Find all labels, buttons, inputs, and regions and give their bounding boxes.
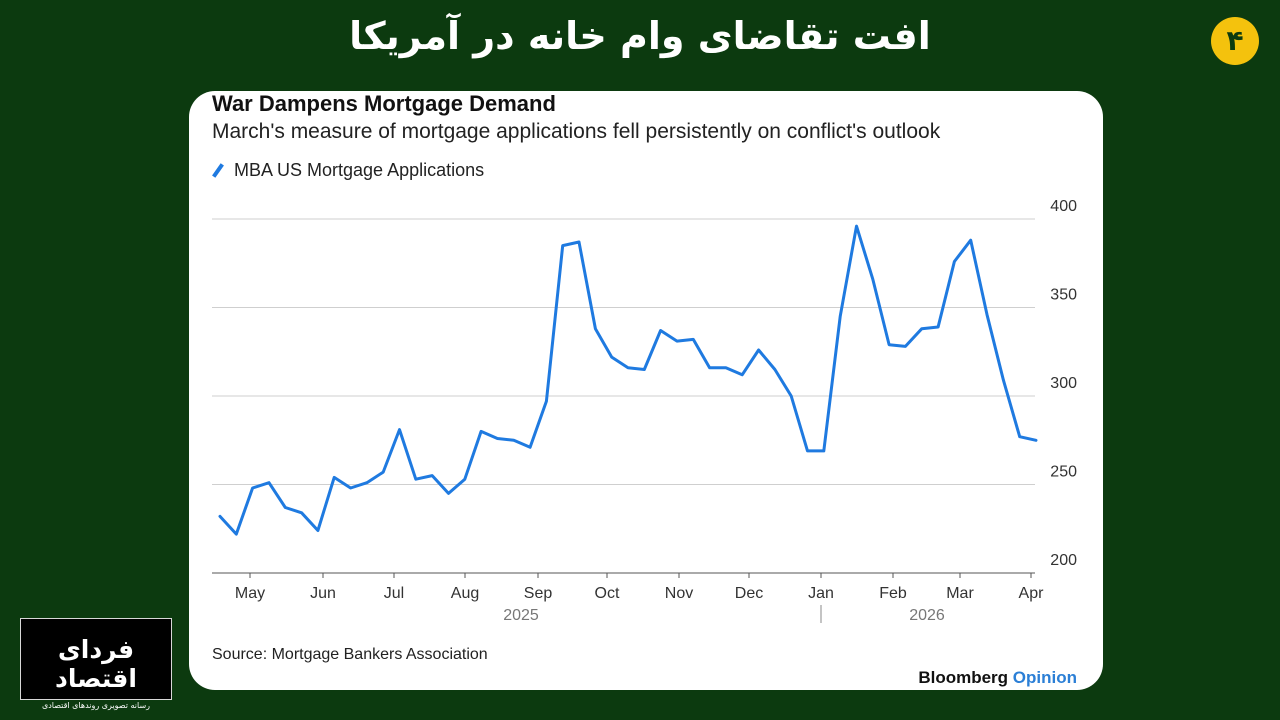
x-tick-label: Dec xyxy=(735,585,763,602)
x-tick-label: Sep xyxy=(524,585,553,602)
x-tick-label: May xyxy=(235,585,265,602)
logo-tagline: رسانه تصویری روندهای اقتصادی xyxy=(41,701,151,710)
slide-number-badge: ۴ xyxy=(1211,17,1259,65)
brand-name: Bloomberg xyxy=(918,668,1009,687)
chart-subtitle: March's measure of mortgage applications… xyxy=(212,120,941,143)
x-tick-label: Jun xyxy=(310,585,336,602)
legend-line-icon xyxy=(212,163,224,178)
source-note: Source: Mortgage Bankers Association xyxy=(212,646,488,663)
brand-accent: Opinion xyxy=(1012,668,1077,687)
x-tick-label: Jan xyxy=(808,585,834,602)
x-tick-label: Aug xyxy=(451,585,479,602)
brand-logo: Bloomberg Opinion xyxy=(918,668,1077,688)
year-label: 2026 xyxy=(909,607,945,624)
chart-legend: MBA US Mortgage Applications xyxy=(212,160,484,181)
x-tick-label: Apr xyxy=(1019,585,1045,602)
x-tick-label: Feb xyxy=(879,585,907,602)
chart-card: 200 250 300 350 400 May Jun Jul Aug Sep Oct Nov Dec J… xyxy=(189,91,1103,690)
x-tick-label: Oct xyxy=(595,585,620,602)
x-tick-label: Mar xyxy=(946,585,974,602)
y-tick-label: 400 xyxy=(1050,198,1077,215)
site-logo: فردای اقتصاد رسانه تصویری روندهای اقتصاد… xyxy=(20,618,172,710)
x-tick-label: Nov xyxy=(665,585,693,602)
y-tick-label: 200 xyxy=(1050,552,1077,569)
line-chart: 200 250 300 350 400 May Jun Jul Aug Sep Oct Nov Dec J… xyxy=(212,198,1077,624)
chart-title: War Dampens Mortgage Demand xyxy=(212,91,556,116)
legend-label: MBA US Mortgage Applications xyxy=(234,160,485,180)
y-tick-label: 250 xyxy=(1050,464,1077,481)
logo-name: فردای اقتصاد xyxy=(55,635,137,693)
y-tick-label: 350 xyxy=(1050,287,1077,304)
y-tick-label: 300 xyxy=(1050,375,1077,392)
x-tick-label: Jul xyxy=(384,585,404,602)
page-headline: افت تقاضای وام خانه در آمریکا xyxy=(349,14,931,58)
series-line xyxy=(218,224,1038,536)
year-label: 2025 xyxy=(503,607,539,624)
